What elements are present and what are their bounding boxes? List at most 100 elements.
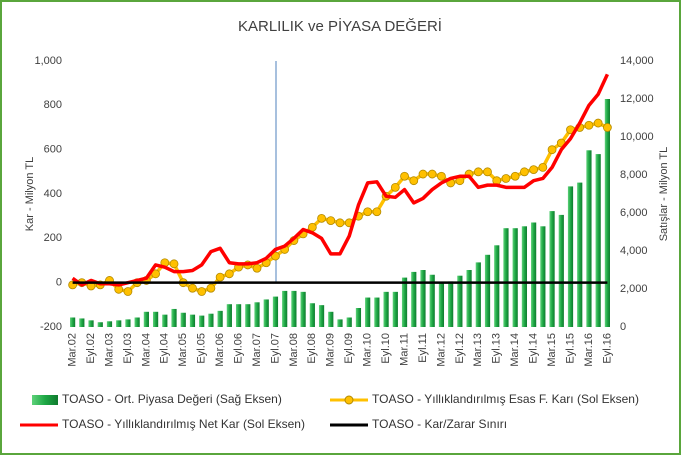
bar [125,319,131,327]
marker [538,162,548,172]
x-tick-label: Eyl.15 [564,333,576,364]
bar [549,211,555,327]
marker [418,169,428,179]
bar [411,271,417,327]
x-tick-label: Eyl.07 [269,333,281,364]
bar [235,304,242,327]
x-tick-label: Mar.05 [177,333,189,367]
bar [365,297,371,327]
x-tick-label: Eyl.10 [380,333,392,364]
y2-tick-label: 8,000 [620,169,648,181]
marker [224,269,234,279]
y-tick-label: 200 [44,232,62,244]
bar [263,299,269,327]
bar [595,154,601,327]
bar [429,274,435,327]
x-tick-label: Eyl.03 [122,333,134,364]
marker [188,283,197,293]
y2-tick-label: 0 [620,321,626,333]
marker [252,263,262,273]
bar [604,99,610,327]
marker [335,218,345,228]
x-tick-label: Eyl.05 [196,333,208,364]
bar [282,290,288,327]
marker [197,287,207,296]
marker [602,123,612,132]
bar [512,228,518,327]
x-tick-label: Mar.14 [509,333,521,367]
marker [473,167,483,177]
y-tick-label: 1,000 [34,55,62,67]
marker [317,213,326,223]
marker [363,207,373,217]
marker [427,169,437,179]
x-tick-label: Eyl.08 [306,333,318,364]
x-tick-label: Eyl.11 [417,333,429,363]
bar [521,226,528,327]
y2-tick-label: 10,000 [620,131,654,143]
marker [326,216,336,226]
marker [372,207,382,217]
legend-marker [344,395,354,405]
bar [392,291,398,327]
bar [540,226,546,327]
bar [355,308,362,327]
y2-tick-label: 12,000 [620,93,654,105]
bar [586,150,592,327]
x-tick-label: Eyl.16 [601,333,613,364]
x-tick-label: Eyl.02 [85,333,97,364]
x-tick-label: Mar.15 [546,333,558,367]
bar [143,311,149,327]
bar [254,302,260,327]
bar [337,319,343,327]
bar [558,214,564,327]
marker [390,182,400,192]
y-tick-label: 400 [44,188,62,200]
bar [116,320,122,327]
y2-tick-label: 4,000 [620,245,648,257]
bar [272,296,279,327]
bar [494,245,500,327]
marker [547,145,557,155]
bar [226,304,232,327]
bar [97,322,103,327]
marker [437,171,446,181]
marker [400,171,409,181]
bar [457,275,463,327]
x-tick-label: Mar.11 [398,333,410,366]
x-tick-label: Eyl.14 [528,333,540,364]
x-tick-label: Eyl.06 [232,333,244,364]
legend-label: TOASO - Yıllıklandırılmış Esas F. Karı (… [372,392,639,406]
x-tick-label: Mar.13 [472,333,484,367]
bar [318,305,325,327]
bar [401,277,408,327]
bar [328,311,334,327]
x-tick-label: Mar.09 [325,333,337,367]
x-tick-label: Eyl.13 [491,333,503,364]
bar [217,310,223,327]
marker [123,287,133,296]
marker [501,174,511,183]
x-tick-label: Mar.10 [362,333,374,367]
bar [152,311,159,327]
bar [199,315,205,327]
bar [162,314,168,327]
bar [70,317,76,327]
bar [567,186,574,327]
x-tick-label: Eyl.04 [159,333,171,364]
bar [291,290,297,327]
bar [577,182,583,327]
y-tick-label: 600 [44,144,62,156]
bar [171,308,177,327]
marker [271,251,280,261]
y-axis-label: Kar - Milyon TL [24,157,36,231]
x-tick-label: Mar.02 [67,333,79,367]
marker [151,269,160,279]
bar [309,303,315,327]
y2-tick-label: 2,000 [620,283,648,295]
bar [208,313,214,327]
bar [374,297,380,327]
bar [484,254,491,327]
marker [529,165,539,175]
